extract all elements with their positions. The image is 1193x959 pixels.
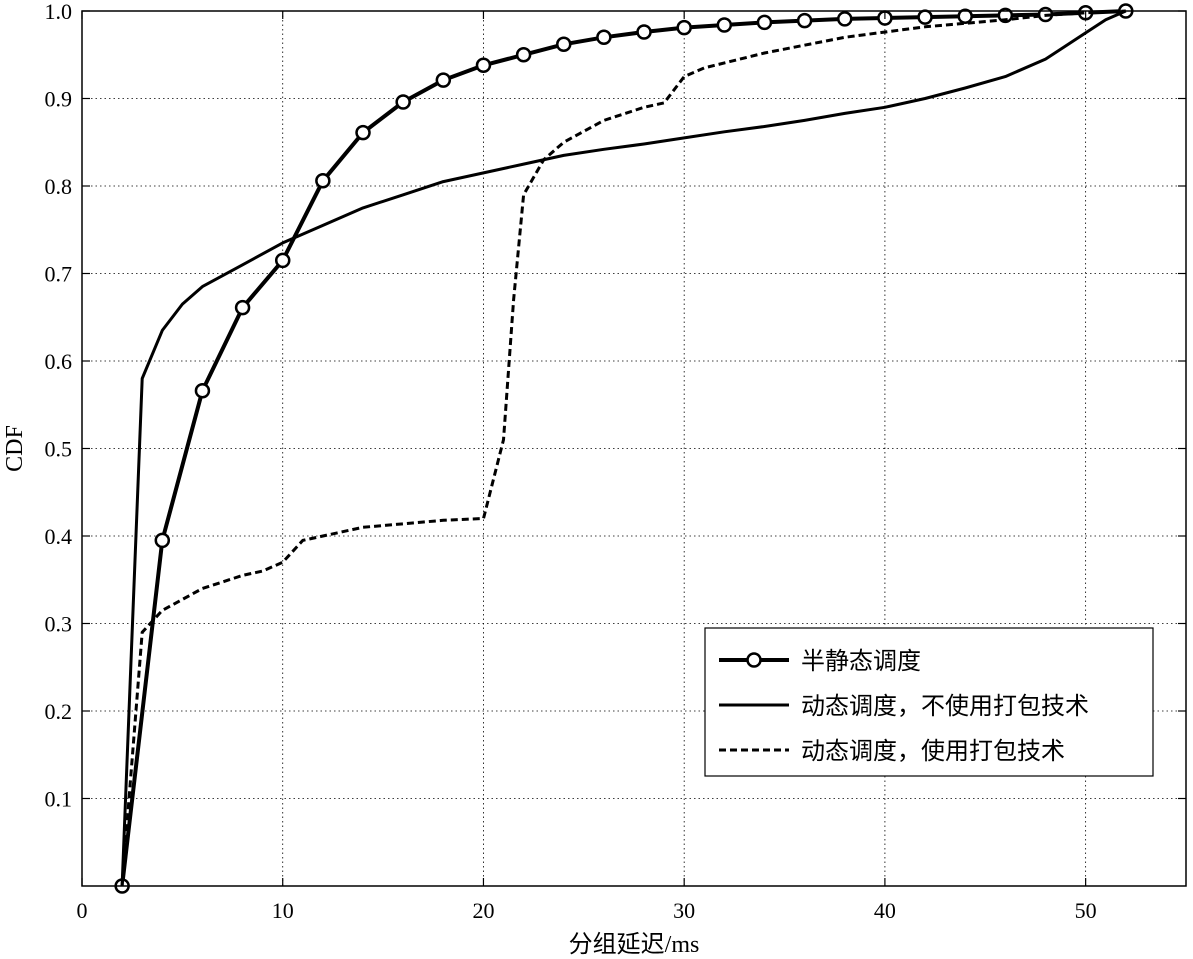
y-tick-label: 0.3 [45, 612, 73, 637]
series-1-marker [636, 24, 652, 40]
series-1-marker [355, 124, 371, 141]
y-tick-label: 0.4 [45, 524, 73, 549]
series-1-marker [596, 29, 612, 45]
axis-tick-labels: 0 10 20 30 40 50 0.1 0.2 0.3 0.4 0.5 0.6 0.7 0.8 0.9 1.… [45, 0, 1097, 923]
legend-label-1: 半静态调度 [801, 647, 921, 675]
series-1-marker [917, 9, 933, 25]
series-line-3 [120, 9, 1126, 887]
y-tick-label: 0.1 [45, 787, 73, 812]
legend-label-3: 动态调度，使用打包技术 [801, 737, 1065, 765]
y-tick-label: 0.7 [45, 262, 73, 287]
x-tick-label: 0 [77, 898, 88, 923]
x-axis-label: 分组延迟/ms [569, 931, 700, 958]
series-layer [114, 3, 1134, 894]
y-tick-label: 1.0 [45, 0, 73, 24]
y-tick-label: 0.9 [45, 87, 73, 112]
y-axis-label: CDF [2, 425, 28, 472]
series-line-2 [120, 9, 1127, 887]
legend-marker-1 [746, 652, 762, 668]
y-tick-label: 0.6 [45, 349, 73, 374]
x-tick-label: 50 [1075, 898, 1097, 923]
axis-ticks [81, 10, 1186, 886]
x-tick-label: 10 [272, 898, 294, 923]
series-1-marker [555, 36, 572, 52]
series-1-marker [515, 47, 532, 63]
x-tick-label: 40 [874, 898, 896, 923]
series-1-marker [676, 19, 692, 36]
y-tick-label: 0.5 [45, 437, 73, 462]
series-1-marker [796, 12, 813, 29]
series-1-marker [154, 532, 171, 549]
series-1-marker [837, 11, 853, 27]
legend-label-2: 动态调度，不使用打包技术 [801, 692, 1089, 720]
series-1-marker [315, 173, 331, 189]
series-1-marker [395, 94, 411, 110]
y-tick-label: 0.2 [45, 699, 73, 724]
series-1-marker [194, 383, 211, 399]
series-1-marker [475, 57, 492, 73]
series-1-marker [716, 17, 733, 33]
series-1-marker [234, 299, 251, 316]
x-tick-label: 30 [673, 898, 695, 923]
series-1-marker [756, 14, 773, 31]
y-tick-label: 0.8 [45, 174, 73, 199]
series-1-marker [435, 72, 452, 88]
x-tick-label: 20 [472, 898, 494, 923]
series-1-marker [957, 8, 973, 24]
series-1-marker [274, 252, 291, 269]
